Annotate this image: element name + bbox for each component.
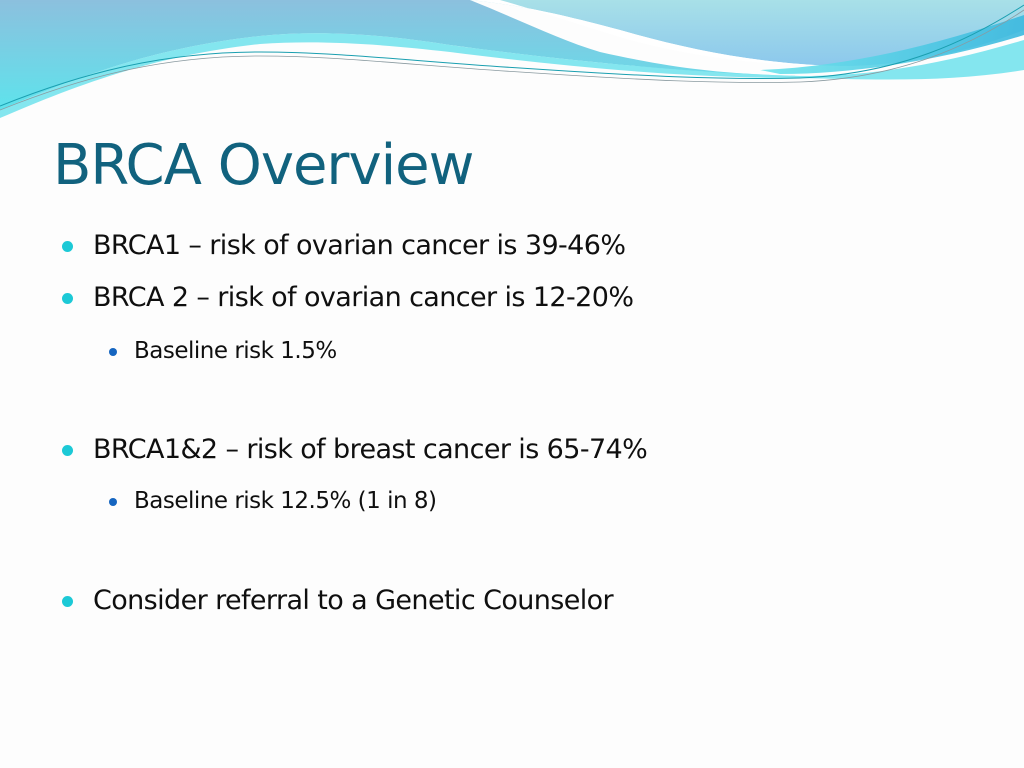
header-wave-decoration bbox=[0, 0, 1024, 118]
bullet-text: BRCA1 – risk of ovarian cancer is 39-46% bbox=[93, 230, 626, 261]
sub-bullet-item: Baseline risk 12.5% (1 in 8) bbox=[109, 486, 437, 516]
bullet-text: BRCA 2 – risk of ovarian cancer is 12-20… bbox=[93, 282, 634, 313]
bullet-dot-icon bbox=[62, 241, 73, 252]
sub-bullet-text: Baseline risk 1.5% bbox=[134, 338, 337, 364]
bullet-text: BRCA1&2 – risk of breast cancer is 65-74… bbox=[93, 434, 648, 465]
bullet-dot-icon bbox=[62, 596, 73, 607]
sub-bullet-item: Baseline risk 1.5% bbox=[109, 336, 337, 366]
bullet-item: BRCA1 – risk of ovarian cancer is 39-46% bbox=[62, 229, 626, 263]
bullet-dot-icon bbox=[62, 445, 73, 456]
sub-bullet-dot-icon bbox=[109, 348, 117, 356]
bullet-item: Consider referral to a Genetic Counselor bbox=[62, 584, 614, 618]
bullet-text: Consider referral to a Genetic Counselor bbox=[93, 585, 614, 616]
slide-title: BRCA Overview bbox=[53, 133, 474, 198]
bullet-item: BRCA 2 – risk of ovarian cancer is 12-20… bbox=[62, 281, 634, 315]
sub-bullet-dot-icon bbox=[109, 498, 117, 506]
bullet-item: BRCA1&2 – risk of breast cancer is 65-74… bbox=[62, 433, 648, 467]
sub-bullet-text: Baseline risk 12.5% (1 in 8) bbox=[134, 488, 437, 514]
bullet-dot-icon bbox=[62, 293, 73, 304]
